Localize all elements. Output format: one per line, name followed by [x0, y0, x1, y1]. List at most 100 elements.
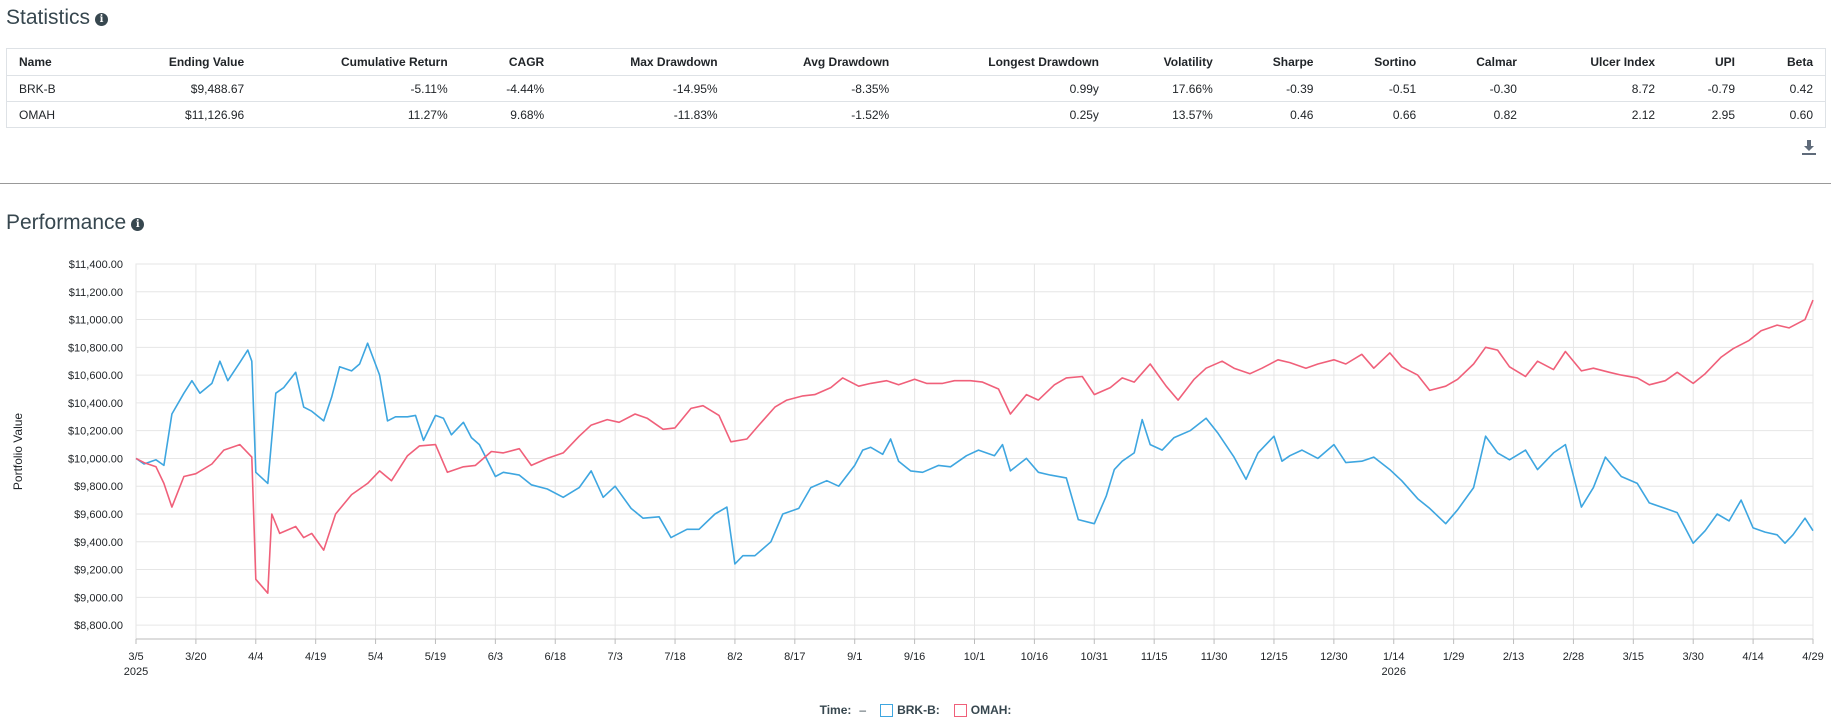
- x-tick-label: 6/18: [545, 651, 566, 663]
- table-cell: 2.95: [1711, 107, 1736, 122]
- table-cell: 0.42: [1747, 75, 1825, 102]
- table-cell: 0.82: [1493, 107, 1517, 122]
- x-tick-label: 10/31: [1081, 651, 1109, 663]
- column-header[interactable]: Beta: [1747, 49, 1825, 76]
- row-name-cell: BRK-B: [7, 75, 102, 102]
- legend-time-label: Time:: [819, 703, 852, 717]
- info-icon[interactable]: i: [95, 12, 109, 26]
- table-cell: 0.25y: [1069, 107, 1099, 122]
- row-name-cell: OMAH: [19, 107, 55, 122]
- x-tick-label: 1/14: [1383, 651, 1404, 663]
- x-tick-label: 3/30: [1683, 651, 1704, 663]
- table-cell: -4.44%: [459, 75, 557, 102]
- performance-chart[interactable]: $8,800.00 $9,000.00 $9,200.00 $9,400.00 $9,6…: [0, 250, 1831, 700]
- table-cell: 8.72: [1528, 75, 1668, 102]
- y-tick-label: $9,400.00: [74, 537, 123, 549]
- table-cell: 0.99y: [901, 75, 1111, 102]
- y-tick-label: $10,600.00: [68, 370, 123, 382]
- x-tick-label: 4/14: [1742, 651, 1763, 663]
- table-cell: -0.39: [1224, 75, 1326, 102]
- table-cell: 0.46: [1290, 107, 1314, 122]
- x-tick-label: 5/19: [425, 651, 446, 663]
- column-header[interactable]: Name: [7, 49, 102, 76]
- x-tick-label: 7/18: [664, 651, 685, 663]
- column-header[interactable]: CAGR: [459, 49, 557, 76]
- table-cell: 13.57%: [1172, 107, 1213, 122]
- legend-label-omah: OMAH:: [970, 703, 1012, 717]
- y-tick-label: $11,200.00: [69, 287, 123, 299]
- y-tick-label: $10,000.00: [68, 453, 123, 465]
- table-cell: -0.51: [1325, 75, 1429, 102]
- column-header[interactable]: UPI: [1667, 49, 1748, 76]
- x-tick-label: 9/16: [904, 651, 925, 663]
- legend-time-value: –: [859, 703, 867, 717]
- x-tick-year-label: 2025: [124, 666, 148, 678]
- x-tick-label: 2/13: [1503, 651, 1524, 663]
- y-tick-label: $11,400.00: [69, 259, 123, 271]
- statistics-table-container: Name Ending Value Cumulative Return CAGR Max…: [6, 48, 1826, 128]
- table-header-row: Name Ending Value Cumulative Return CAGR Max…: [7, 49, 1825, 76]
- x-tick-label: 4/29: [1802, 651, 1823, 663]
- y-tick-label: $10,400.00: [68, 398, 123, 410]
- x-tick-label: 3/20: [185, 651, 206, 663]
- column-header[interactable]: Cumulative Return: [256, 49, 460, 76]
- y-tick-label: $9,800.00: [74, 481, 123, 493]
- statistics-title-text: Statistics: [6, 6, 91, 29]
- table-cell: -0.79: [1667, 75, 1748, 102]
- x-tick-label: 12/15: [1260, 651, 1288, 663]
- table-cell: 0.60: [1789, 107, 1813, 122]
- y-tick-label: $10,800.00: [68, 342, 123, 354]
- section-divider: [0, 183, 1831, 184]
- table-cell: 0.66: [1392, 107, 1417, 122]
- table-row: OMAH $11,126.96 11.27% 9.68% -11.83% -1.52% 0.…: [7, 102, 1825, 128]
- table-cell: $11,126.96: [185, 107, 245, 122]
- table-cell: -0.30: [1428, 75, 1529, 102]
- legend-swatch-omah: [953, 703, 967, 717]
- statistics-table: Name Ending Value Cumulative Return CAGR Max…: [7, 49, 1825, 127]
- info-icon[interactable]: i: [131, 217, 145, 231]
- table-cell: 2.12: [1631, 107, 1656, 122]
- x-tick-label: 10/1: [964, 651, 985, 663]
- x-tick-label: 1/29: [1443, 651, 1464, 663]
- column-header[interactable]: Calmar: [1428, 49, 1529, 76]
- legend-item-omah[interactable]: OMAH:: [953, 703, 1012, 717]
- column-header[interactable]: Sharpe: [1224, 49, 1326, 76]
- statistics-title: Statistics i: [6, 6, 109, 30]
- x-tick-label: 10/16: [1021, 651, 1049, 663]
- column-header[interactable]: Volatility: [1110, 49, 1225, 76]
- legend-swatch-brk-b: [880, 703, 894, 717]
- table-cell: -1.52%: [851, 107, 890, 122]
- legend-label-brk-b: BRK-B:: [897, 703, 940, 717]
- table-cell: -8.35%: [729, 75, 902, 102]
- y-tick-label: $9,200.00: [74, 565, 123, 577]
- performance-title: Performance i: [6, 211, 145, 235]
- x-tick-label: 2/28: [1563, 651, 1584, 663]
- y-tick-label: $9,000.00: [74, 592, 123, 604]
- table-cell: -5.11%: [256, 75, 460, 102]
- column-header[interactable]: Ulcer Index: [1528, 49, 1668, 76]
- x-tick-label: 11/30: [1201, 651, 1228, 663]
- y-tick-label: $9,600.00: [74, 509, 123, 521]
- x-tick-label: 4/4: [248, 651, 263, 663]
- column-header[interactable]: Avg Drawdown: [729, 49, 902, 76]
- download-icon[interactable]: [1801, 139, 1817, 157]
- y-tick-label: $8,800.00: [74, 620, 123, 632]
- column-header[interactable]: Sortino: [1325, 49, 1429, 76]
- column-header[interactable]: Max Drawdown: [556, 49, 730, 76]
- column-header[interactable]: Longest Drawdown: [901, 49, 1111, 76]
- y-axis-title: Portfolio Value: [11, 413, 25, 490]
- column-header[interactable]: Ending Value: [101, 49, 257, 76]
- x-tick-label: 12/30: [1320, 651, 1348, 663]
- x-tick-label: 3/15: [1623, 651, 1644, 663]
- table-body: BRK-B $9,488.67 -5.11% -4.44% -14.95% -8.35% 0…: [7, 75, 1825, 128]
- x-tick-label: 5/4: [368, 651, 383, 663]
- x-tick-label: 3/5: [128, 651, 143, 663]
- table-cell: $9,488.67: [101, 75, 257, 102]
- x-tick-label: 11/15: [1141, 651, 1168, 663]
- x-tick-label: 6/3: [488, 651, 503, 663]
- series-line-brk-b: [135, 342, 1814, 565]
- series-line-omah: [135, 299, 1814, 594]
- x-tick-label: 8/2: [727, 651, 742, 663]
- x-tick-year-label: 2026: [1382, 666, 1406, 678]
- legend-item-brk-b[interactable]: BRK-B:: [880, 703, 940, 717]
